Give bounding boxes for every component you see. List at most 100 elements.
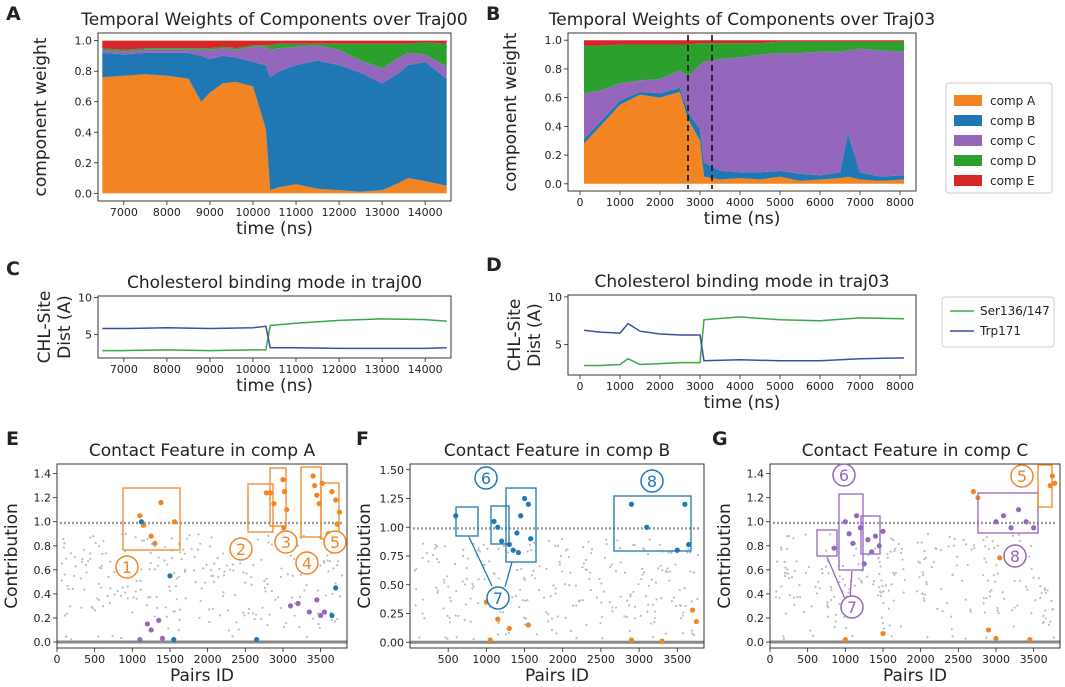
background-point: [633, 605, 637, 608]
background-point: [696, 554, 699, 557]
background-point: [81, 557, 84, 561]
background-point: [821, 572, 824, 575]
background-point: [166, 563, 169, 566]
background-point: [425, 551, 429, 555]
background-point: [964, 637, 967, 640]
background-point: [212, 580, 216, 584]
background-point: [847, 591, 850, 594]
plot-frame: [409, 463, 705, 649]
background-point: [646, 610, 649, 613]
background-point: [629, 595, 632, 598]
background-point: [447, 585, 450, 588]
background-point: [920, 541, 923, 544]
area-comp-d: [102, 42, 447, 69]
background-point: [279, 575, 282, 579]
data-point: [846, 531, 852, 537]
background-point: [266, 583, 269, 586]
background-point: [922, 597, 925, 600]
x-tick-label: 2000: [646, 380, 674, 393]
background-point: [678, 604, 682, 607]
background-point: [116, 590, 119, 593]
background-point: [529, 549, 532, 552]
x-tick-label: 3000: [982, 653, 1010, 666]
data-point: [525, 501, 531, 507]
background-point: [602, 590, 606, 593]
background-point: [952, 544, 956, 547]
background-point: [60, 579, 63, 582]
data-point: [854, 513, 860, 519]
y-tick-label: 0.0: [34, 636, 52, 649]
background-point: [689, 570, 692, 573]
background-point: [311, 617, 315, 620]
x-tick-label: 500: [438, 653, 459, 666]
x-tick-label: 13000: [365, 206, 400, 219]
annotation-number: 6: [839, 466, 849, 485]
background-point: [585, 568, 589, 571]
background-point: [1037, 577, 1041, 580]
background-point: [63, 614, 66, 617]
background-point: [845, 626, 848, 630]
background-point: [211, 607, 214, 610]
background-point: [183, 570, 187, 573]
background-point: [1011, 608, 1014, 612]
y-tick-label: 0.4: [75, 126, 93, 139]
background-point: [199, 542, 202, 545]
data-point: [682, 501, 688, 507]
background-point: [247, 607, 251, 611]
background-point: [139, 579, 142, 583]
background-point: [235, 621, 238, 624]
background-point: [111, 634, 114, 637]
background-point: [647, 584, 650, 587]
data-point: [644, 524, 650, 530]
background-point: [826, 601, 829, 604]
chart-panel-B: 0 1000 2000 3000 4000 5000 6000 7000 8000 0.0 0.2 0…: [486, 3, 1053, 229]
background-point: [177, 575, 181, 578]
legend-label: comp A: [990, 94, 1036, 108]
data-point: [659, 638, 665, 644]
background-point: [507, 631, 510, 635]
background-point: [233, 594, 237, 597]
data-point: [318, 612, 324, 619]
background-point: [464, 603, 468, 606]
background-point: [880, 616, 883, 619]
plot-frame: [97, 32, 452, 202]
highlight-box: [1037, 464, 1053, 508]
y-tick-label: 0.0: [75, 187, 93, 200]
background-point: [1039, 585, 1042, 588]
background-point: [89, 536, 92, 539]
background-point: [946, 602, 949, 605]
background-point: [778, 596, 781, 600]
data-point: [310, 473, 316, 479]
background-point: [640, 578, 643, 581]
data-point: [271, 501, 277, 507]
background-point: [229, 568, 232, 571]
y-axis-label: Contribution: [715, 503, 735, 609]
background-point: [923, 558, 926, 561]
background-point: [196, 548, 200, 551]
background-point: [84, 564, 88, 567]
connector-line: [468, 536, 493, 587]
background-point: [827, 572, 830, 575]
background-point: [97, 635, 100, 638]
data-point: [525, 622, 531, 628]
background-point: [897, 542, 900, 546]
background-point: [244, 581, 247, 584]
background-point: [261, 606, 264, 609]
background-point: [660, 597, 663, 600]
background-point: [567, 556, 570, 559]
data-point: [628, 637, 635, 643]
background-point: [877, 594, 880, 597]
background-point: [482, 543, 485, 546]
background-point: [582, 546, 585, 549]
background-point: [486, 547, 489, 550]
background-point: [838, 580, 841, 584]
background-point: [687, 548, 690, 551]
background-point: [134, 590, 137, 593]
background-point: [900, 547, 903, 551]
panel-label: C: [6, 258, 20, 280]
background-point: [427, 560, 430, 563]
background-point: [446, 637, 449, 640]
x-tick-label: 2000: [646, 196, 674, 209]
background-point: [951, 573, 954, 576]
background-point: [1019, 539, 1022, 543]
